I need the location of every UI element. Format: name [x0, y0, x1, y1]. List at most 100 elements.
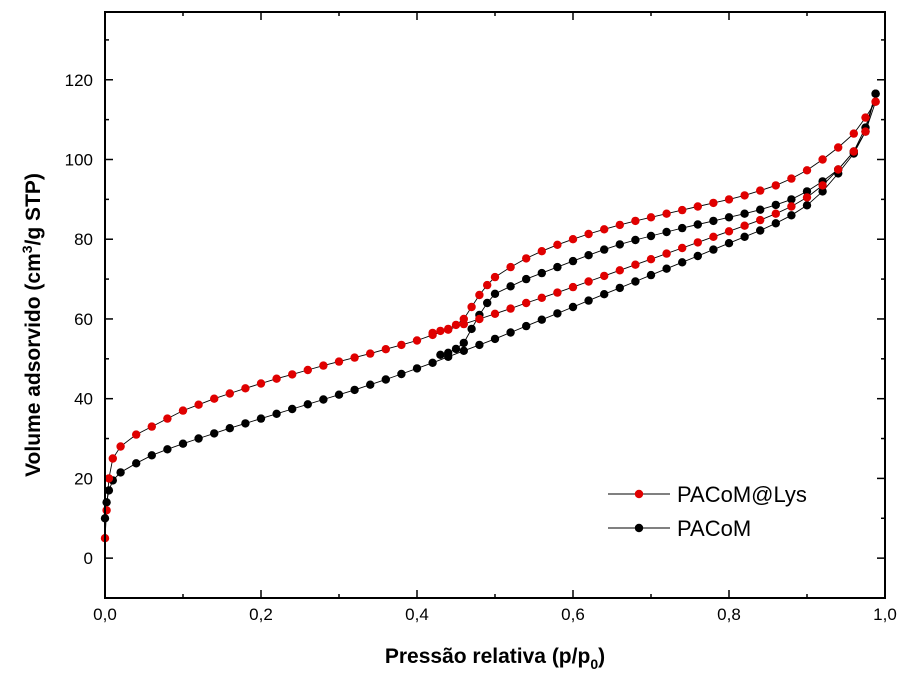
data-point-pacom-adsorption — [709, 245, 718, 254]
data-point-pacom-lys-adsorption — [397, 340, 406, 350]
data-point-pacom-adsorption — [459, 346, 468, 355]
data-point-pacom-lys-desorption — [467, 302, 476, 312]
data-point-pacom-adsorption — [288, 404, 297, 414]
data-point-pacom-lys-adsorption — [849, 147, 858, 156]
data-point-pacom-desorption — [802, 187, 812, 196]
data-point-pacom-lys-adsorption — [740, 221, 749, 230]
data-point-pacom-desorption — [756, 205, 765, 214]
data-point-pacom-adsorption — [646, 270, 656, 280]
data-point-pacom-adsorption — [490, 334, 500, 344]
data-point-pacom-lys-desorption — [600, 225, 609, 234]
data-point-pacom-lys-desorption — [522, 254, 531, 263]
legend-label-pacom: PACoM — [677, 516, 751, 541]
data-point-pacom-desorption — [871, 89, 880, 98]
y-tick-label: 100 — [65, 150, 93, 169]
x-tick-label: 0,6 — [561, 605, 585, 624]
x-tick-label: 0,0 — [93, 605, 117, 624]
data-point-pacom-desorption — [724, 213, 734, 222]
data-point-pacom-adsorption — [225, 424, 234, 433]
y-tick-label: 20 — [74, 469, 93, 488]
data-point-pacom-lys-adsorption — [412, 336, 422, 345]
data-point-pacom-lys-adsorption — [678, 243, 687, 253]
data-point-pacom-lys-adsorption — [288, 370, 297, 379]
data-point-pacom-lys-desorption — [849, 129, 858, 138]
data-point-pacom-lys-adsorption — [631, 260, 640, 269]
data-point-pacom-desorption — [537, 268, 546, 278]
data-point-pacom-lys-desorption — [615, 220, 624, 230]
data-point-pacom-lys-adsorption — [553, 288, 562, 297]
data-point-pacom-adsorption — [522, 321, 531, 331]
data-point-pacom-desorption — [693, 220, 702, 229]
y-tick-label: 60 — [74, 310, 93, 329]
data-point-pacom-adsorption — [104, 486, 114, 495]
data-point-pacom-desorption — [506, 282, 515, 291]
plot-frame — [104, 11, 886, 599]
data-point-pacom-desorption — [771, 200, 780, 210]
data-point-pacom-adsorption — [428, 358, 437, 367]
data-point-pacom-lys-adsorption — [709, 232, 718, 241]
data-point-pacom-adsorption — [350, 385, 359, 395]
data-point-pacom-lys-desorption — [490, 272, 500, 282]
data-point-pacom-adsorption — [537, 315, 546, 324]
data-point-pacom-adsorption — [553, 309, 562, 318]
data-point-pacom-lys-desorption — [771, 181, 780, 190]
data-point-pacom-desorption — [459, 338, 468, 348]
data-point-pacom-adsorption — [194, 434, 203, 443]
data-point-pacom-lys-desorption — [444, 324, 453, 334]
data-point-pacom-lys-desorption — [740, 191, 749, 200]
data-point-pacom-adsorption — [724, 239, 734, 248]
data-point-pacom-desorption — [740, 209, 749, 218]
data-point-pacom-lys-adsorption — [256, 379, 266, 388]
data-point-pacom-lys-adsorption — [319, 361, 328, 370]
y-tick-label: 80 — [74, 230, 93, 249]
data-point-pacom-lys-desorption — [568, 235, 578, 244]
data-point-pacom-lys-desorption — [451, 320, 461, 330]
data-point-pacom-desorption — [553, 262, 562, 272]
data-point-pacom-lys-adsorption — [724, 227, 734, 236]
data-point-pacom-desorption — [436, 350, 445, 359]
data-point-pacom-lys-desorption — [537, 247, 546, 256]
x-axis-title: Pressão relativa (p/p0) — [385, 645, 605, 672]
data-point-pacom-desorption — [483, 298, 492, 308]
data-point-pacom-adsorption — [787, 211, 796, 220]
data-point-pacom-desorption — [662, 227, 671, 237]
data-point-pacom-desorption — [709, 216, 718, 226]
data-point-pacom-lys-adsorption — [210, 394, 219, 403]
data-point-pacom-lys-desorption — [724, 195, 734, 204]
data-point-pacom-lys-desorption — [802, 166, 812, 175]
data-point-pacom-adsorption — [631, 277, 640, 286]
legend-entry-pacom-lys: PACoM@Lys — [608, 482, 807, 507]
data-point-pacom-lys-desorption — [483, 280, 492, 290]
data-point-pacom-adsorption — [600, 290, 609, 299]
data-point-pacom-lys-adsorption — [490, 309, 500, 318]
data-point-pacom-adsorption — [116, 468, 125, 477]
data-point-pacom-adsorption — [615, 283, 624, 293]
data-point-pacom-desorption — [522, 274, 531, 284]
data-point-pacom-adsorption — [381, 375, 390, 384]
legend-label-pacom-lys: PACoM@Lys — [677, 482, 807, 507]
data-point-pacom-adsorption — [506, 328, 515, 337]
data-point-pacom-adsorption — [163, 445, 172, 454]
y-tick-label: 40 — [74, 390, 93, 409]
data-point-pacom-desorption — [646, 231, 656, 241]
data-point-pacom-lys-adsorption — [693, 238, 702, 247]
data-point-pacom-adsorption — [412, 364, 422, 373]
data-point-pacom-desorption — [444, 348, 453, 357]
data-point-pacom-lys-desorption — [646, 213, 656, 222]
data-point-pacom-desorption — [787, 195, 796, 204]
data-point-pacom-lys-desorption — [693, 202, 702, 211]
data-point-pacom-lys-adsorption — [225, 389, 234, 398]
data-point-pacom-adsorption — [178, 439, 188, 448]
data-point-pacom-lys-adsorption — [756, 215, 765, 225]
data-point-pacom-lys-adsorption — [350, 353, 359, 362]
series-line-pacom-desorption — [440, 93, 877, 356]
data-point-pacom-lys-desorption — [631, 216, 640, 226]
data-point-pacom-desorption — [600, 245, 609, 254]
data-point-pacom-lys-desorption — [506, 262, 515, 272]
y-axis-title: Volume adsorvido (cm3/g STP) — [19, 173, 45, 477]
data-point-pacom-adsorption — [132, 459, 141, 468]
data-point-pacom-desorption — [467, 324, 476, 334]
data-point-pacom-lys-adsorption — [646, 255, 656, 264]
data-point-pacom-lys-adsorption — [163, 414, 172, 423]
data-point-pacom-lys-adsorption — [662, 249, 671, 258]
